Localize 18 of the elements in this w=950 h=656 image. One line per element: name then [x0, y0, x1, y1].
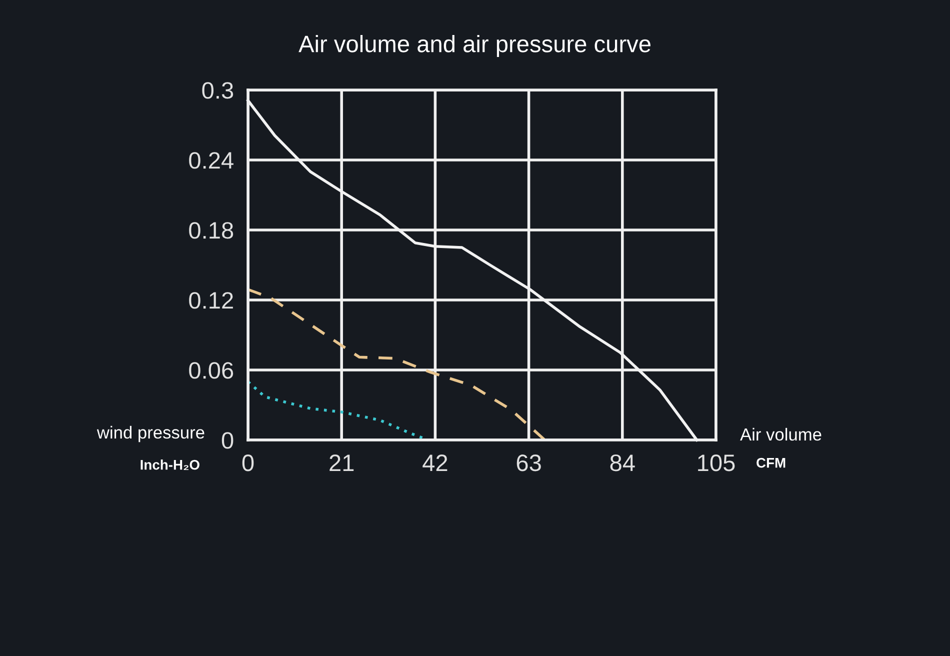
x-tick-label: 63	[516, 454, 541, 472]
y-tick-label: 0.24	[189, 152, 234, 169]
line-series	[246, 288, 546, 442]
y-tick-label: 0.18	[189, 222, 234, 239]
x-tick-label: 105	[698, 454, 735, 472]
chart-title: Air volume and air pressure curve	[298, 34, 650, 58]
x-tick-label: 21	[330, 454, 354, 471]
x-axis-title: Air volume	[740, 428, 822, 441]
text: Inch-H₂O	[140, 460, 200, 470]
y-tick-label: 0.3	[202, 82, 234, 99]
y-axis-title: wind pressure	[96, 426, 204, 442]
x-tick-label: 0	[242, 454, 254, 472]
y-tick-label: 0.12	[189, 292, 233, 309]
y-tick-label: 0.06	[189, 362, 234, 379]
text: CFM	[756, 458, 786, 468]
x-tick-label: 84	[610, 454, 635, 472]
x-tick-label: 42	[422, 454, 448, 471]
y-tick-label: 0	[222, 432, 234, 449]
